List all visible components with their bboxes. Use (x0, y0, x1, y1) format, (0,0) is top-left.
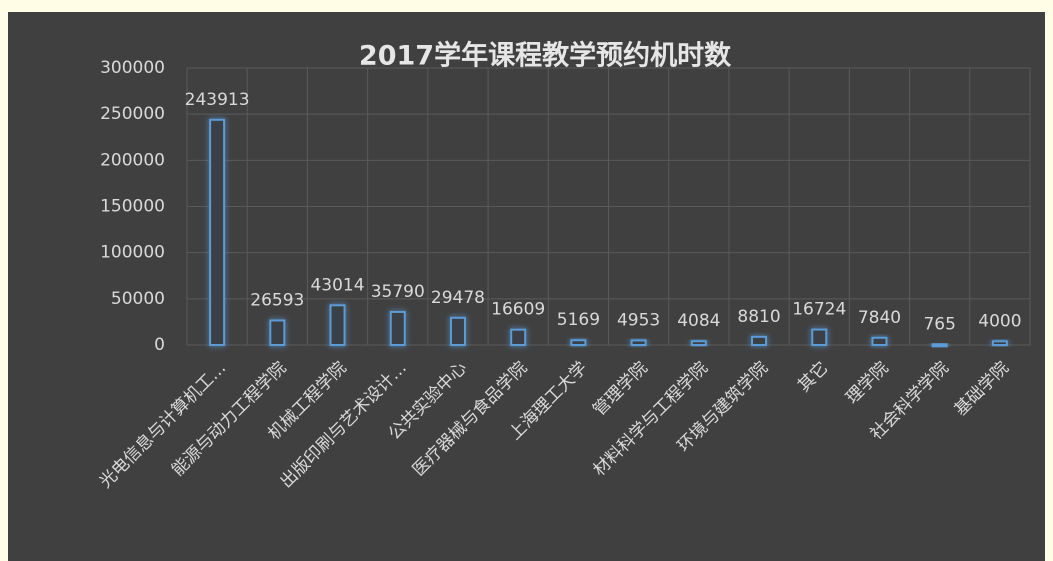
data-label: 7840 (858, 308, 901, 328)
data-label: 26593 (250, 290, 304, 310)
bar (389, 310, 406, 346)
data-label: 8810 (737, 307, 780, 327)
data-label: 43014 (310, 275, 364, 295)
data-label: 5169 (557, 310, 600, 330)
bar (690, 340, 707, 346)
data-label: 4084 (677, 311, 720, 331)
data-label: 243913 (185, 90, 250, 110)
data-label: 35790 (371, 282, 425, 302)
bar (209, 118, 226, 346)
bar (570, 339, 587, 347)
y-tick-label: 200000 (100, 150, 165, 170)
y-tick-label: 0 (154, 335, 165, 355)
data-label: 16609 (491, 300, 545, 320)
bar (751, 335, 768, 347)
bar (269, 319, 286, 347)
data-label: 16724 (792, 300, 846, 320)
bar (991, 340, 1008, 347)
y-tick-label: 150000 (100, 197, 165, 217)
y-tick-label: 100000 (100, 243, 165, 263)
data-label: 4000 (978, 311, 1021, 331)
bar (329, 304, 346, 347)
data-label: 29478 (431, 288, 485, 308)
chart-title: 2017学年课程教学预约机时数 (359, 40, 732, 72)
bar (449, 316, 466, 347)
bar (630, 339, 647, 346)
bar (510, 328, 527, 347)
y-tick-label: 250000 (100, 104, 165, 124)
data-label: 4953 (617, 310, 660, 330)
bar (811, 328, 828, 346)
data-label: 765 (923, 314, 955, 334)
y-tick-label: 300000 (100, 58, 165, 78)
chart-panel (8, 12, 1045, 561)
bar (871, 336, 888, 347)
bar (931, 343, 948, 348)
y-tick-label: 50000 (111, 289, 165, 309)
